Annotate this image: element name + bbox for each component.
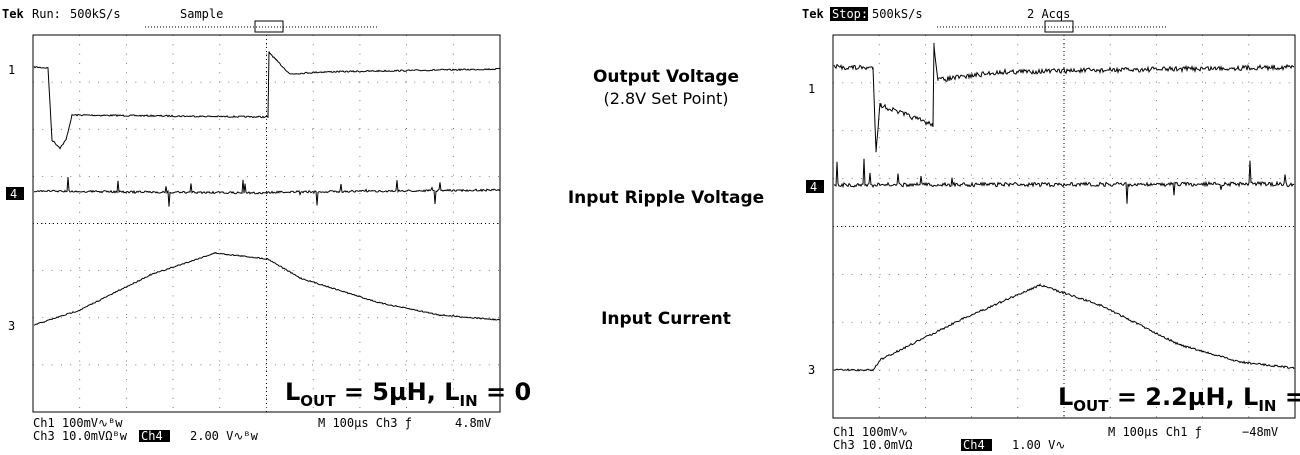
rate: 500kS/s [70, 7, 121, 21]
ann-l: L [444, 378, 459, 406]
ann-mid: = 5µH, [335, 378, 444, 406]
record-window [1045, 21, 1073, 32]
footer-timebase: M 100µs Ch3 ƒ [318, 416, 412, 430]
ann-sub: OUT [1073, 397, 1109, 415]
annotation: LOUT = 2.2µH, LIN = 0 [1058, 383, 1300, 415]
footer-ch4: Ch4 [963, 438, 985, 452]
ch-marker: 3 [8, 319, 15, 333]
footer-ch1: Ch1 100mV∿ [833, 425, 908, 439]
ann-l: L [1058, 383, 1073, 411]
mode: 2 Acqs [1027, 7, 1070, 21]
brand: Tek [2, 7, 24, 21]
label: Input Ripple Voltage [568, 188, 764, 208]
footer-trigger: 4.8mV [455, 416, 491, 430]
ann-l: L [285, 378, 300, 406]
ann-l: L [1243, 383, 1258, 411]
status: Run: [32, 7, 61, 21]
footer-ch4: Ch4 [141, 429, 163, 443]
footer-ch3: Ch3 10.0mVΩᴮw [33, 429, 128, 443]
mode: Sample [180, 7, 223, 21]
ann-sub: IN [1258, 397, 1276, 415]
footer-ch3: Ch3 10.0mVΩ [833, 438, 912, 452]
ch-marker: 4 [810, 180, 817, 194]
ch-marker: 1 [8, 63, 15, 77]
footer-ch4-scale: 2.00 V∿ᴮw [190, 429, 259, 443]
rate: 500kS/s [872, 7, 923, 21]
label: (2.8V Set Point) [603, 89, 728, 108]
page: {"scopes": [ {"header": {"brand": "Tek",… [0, 0, 1300, 455]
ann-mid: = 2.2µH, [1108, 383, 1243, 411]
ch-marker: 3 [808, 363, 815, 377]
footer-trigger: −48mV [1242, 425, 1278, 439]
footer-ch4-scale: 1.00 V∿ [1012, 438, 1065, 452]
label: Input Current [601, 309, 731, 329]
screenshot: Tek Run: 500kS/s Sample 1 4 3 LOUT = 5µH… [0, 0, 1300, 455]
footer-ch1: Ch1 100mV∿ᴮw [33, 416, 123, 430]
footer-timebase: M 100µs Ch1 ƒ [1108, 425, 1202, 439]
ann-end: = 0 [478, 378, 532, 406]
brand: Tek [802, 7, 824, 21]
ch-marker: 4 [10, 187, 17, 201]
status: Stop: [832, 7, 868, 21]
ch-marker: 1 [808, 82, 815, 96]
ann-sub: IN [460, 392, 478, 410]
label: Output Voltage [593, 67, 739, 87]
scope-right: Tek Stop: 500kS/s 2 Acqs 1 4 3 LOUT = 2.… [802, 7, 1300, 452]
ann-sub: OUT [300, 392, 336, 410]
annotation: LOUT = 5µH, LIN = 0 [285, 378, 531, 410]
ann-end: = 0 [1276, 383, 1300, 411]
